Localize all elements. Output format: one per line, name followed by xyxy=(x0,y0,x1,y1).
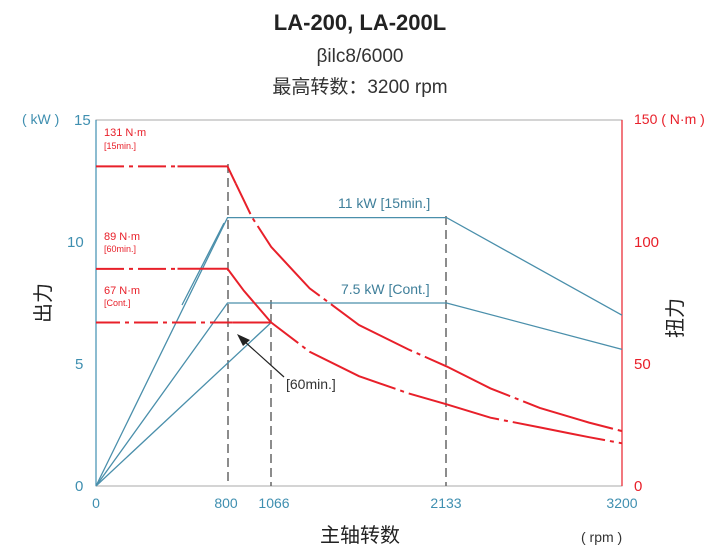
callout-60min-arrowhead xyxy=(237,334,250,346)
annotation-67nm: 67 N·m xyxy=(104,285,140,297)
callout-60min-leader xyxy=(243,340,285,378)
torque-segment-tail xyxy=(234,182,623,433)
x-tick-label-800: 800 xyxy=(214,495,238,511)
power-rise-marker xyxy=(181,222,225,306)
annotation-67nm-note: [Cont.] xyxy=(104,298,131,308)
annotation-11kw: 11 kW [15min.] xyxy=(338,195,430,211)
right-tick-label-50: 50 xyxy=(634,356,651,373)
power-line-7-5kw xyxy=(95,302,623,487)
power-line-60min xyxy=(95,322,272,487)
torque-segment-solid xyxy=(177,165,237,184)
right-tick-label-100: 100 xyxy=(634,234,659,251)
chart-title: LA-200, LA-200L xyxy=(274,10,446,35)
left-axis-unit: ( kW ) xyxy=(22,111,59,127)
x-tick-label-0: 0 xyxy=(92,495,100,511)
left-tick-label-10: 10 xyxy=(67,234,84,251)
left-tick-label-15: 15 xyxy=(74,112,91,129)
torque-curve-89 xyxy=(96,267,623,445)
x-axis-unit: ( rpm ) xyxy=(581,529,622,545)
x-axis-title: 主轴转数 xyxy=(320,524,400,547)
right-axis-unit: 150 ( N·m ) xyxy=(634,111,705,127)
left-tick-label-0: 0 xyxy=(75,478,83,495)
annotation-89nm: 89 N·m xyxy=(104,231,140,243)
annotation-131nm: 131 N·m xyxy=(104,127,146,139)
annotation-7-5kw: 7.5 kW [Cont.] xyxy=(341,281,430,297)
right-axis-title: 扭力 xyxy=(664,298,687,338)
right-tick-label-0: 0 xyxy=(634,478,642,495)
power-line-11kw xyxy=(95,216,623,487)
x-tick-label-1066: 1066 xyxy=(258,495,289,511)
annotation-131nm-note: [15min.] xyxy=(104,141,136,151)
chart-subtitle-max-speed: 最高转数：3200 rpm xyxy=(272,76,447,98)
chart-subtitle-model: βilc8/6000 xyxy=(317,46,404,67)
annotation-89nm-note: [60min.] xyxy=(104,244,136,254)
x-tick-label-3200: 3200 xyxy=(606,495,637,511)
left-tick-label-5: 5 xyxy=(75,356,83,373)
annotation-60min: [60min.] xyxy=(286,376,336,392)
x-tick-label-2133: 2133 xyxy=(430,495,461,511)
torque-curve-131 xyxy=(96,165,623,433)
torque-segment-tail xyxy=(270,321,623,445)
torque-segment-solid xyxy=(177,267,272,324)
left-axis-title: 出力 xyxy=(32,283,55,323)
